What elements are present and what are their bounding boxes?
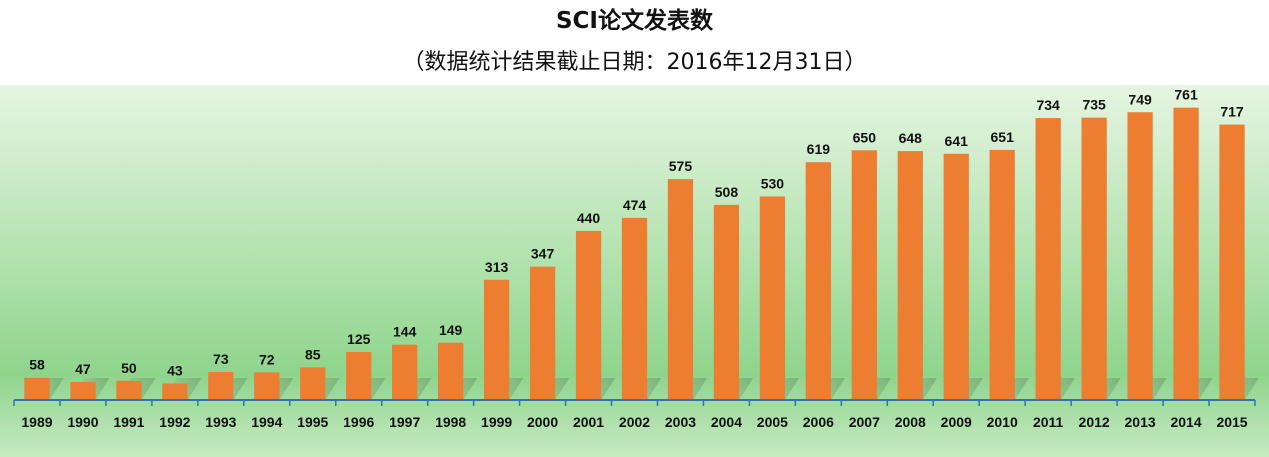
value-label-1996: 125 bbox=[347, 331, 371, 347]
x-tick-label-1998: 1998 bbox=[435, 414, 466, 430]
bar-chart: 58 47 50 43 73 72 85 125 144 149 313 347 440 474 575 50… bbox=[0, 85, 1269, 457]
value-label-2010: 651 bbox=[991, 129, 1015, 145]
x-tick-label-1994: 1994 bbox=[251, 414, 282, 430]
value-label-2007: 650 bbox=[853, 129, 877, 145]
x-tick-label-1997: 1997 bbox=[389, 414, 420, 430]
x-tick-label-1989: 1989 bbox=[21, 414, 52, 430]
x-tick-label-2015: 2015 bbox=[1216, 414, 1247, 430]
x-tick-label-2001: 2001 bbox=[573, 414, 604, 430]
value-label-2011: 734 bbox=[1036, 97, 1060, 113]
x-tick-label-2012: 2012 bbox=[1079, 414, 1110, 430]
value-label-1990: 47 bbox=[75, 361, 91, 377]
bar-2014 bbox=[1173, 107, 1199, 400]
x-tick-label-1991: 1991 bbox=[113, 414, 144, 430]
x-tick-label-1995: 1995 bbox=[297, 414, 328, 430]
bars bbox=[24, 107, 1245, 401]
value-label-2008: 648 bbox=[899, 130, 923, 146]
chart-subtitle: （数据统计结果截止日期：2016年12月31日） bbox=[402, 50, 867, 75]
bar-2013 bbox=[1127, 112, 1153, 400]
x-tick-label-2003: 2003 bbox=[665, 414, 696, 430]
bar-2010 bbox=[989, 149, 1015, 400]
x-tick-label-2010: 2010 bbox=[987, 414, 1018, 430]
value-label-2009: 641 bbox=[945, 133, 969, 149]
x-tick-label-2011: 2011 bbox=[1033, 414, 1064, 430]
value-label-1993: 73 bbox=[213, 351, 229, 367]
x-tick-label-2002: 2002 bbox=[619, 414, 650, 430]
x-tick-label-2005: 2005 bbox=[757, 414, 788, 430]
value-label-1991: 50 bbox=[121, 360, 137, 376]
bar-2002 bbox=[621, 217, 648, 400]
bar-1996 bbox=[346, 351, 372, 400]
x-tick-label-2007: 2007 bbox=[849, 414, 880, 430]
value-label-2005: 530 bbox=[761, 175, 785, 191]
x-axis-ticks bbox=[13, 400, 1256, 406]
x-tick-label-2013: 2013 bbox=[1125, 414, 1156, 430]
bar-2015 bbox=[1219, 124, 1245, 400]
bar-2006 bbox=[805, 162, 831, 400]
x-tick-label-2006: 2006 bbox=[803, 414, 834, 430]
value-label-2012: 735 bbox=[1082, 97, 1106, 113]
value-label-2006: 619 bbox=[807, 141, 831, 157]
bar-2000 bbox=[529, 266, 556, 400]
value-label-2004: 508 bbox=[715, 184, 739, 200]
chart-area: 58 47 50 43 73 72 85 125 144 149 313 347 440 474 575 50… bbox=[0, 85, 1269, 457]
value-label-2002: 474 bbox=[623, 197, 647, 213]
x-tick-label-2014: 2014 bbox=[1170, 414, 1201, 430]
value-label-1999: 313 bbox=[485, 259, 509, 275]
bar-2003 bbox=[667, 179, 694, 400]
x-tick-label-1999: 1999 bbox=[481, 414, 512, 430]
x-axis-tick-labels: 1989 1990 1991 1992 1993 1994 1995 1996 1997 1998… bbox=[21, 414, 1247, 430]
value-label-1992: 43 bbox=[167, 362, 183, 378]
bar-2005 bbox=[759, 196, 786, 400]
x-tick-label-2009: 2009 bbox=[941, 414, 972, 430]
bar-1989 bbox=[24, 377, 50, 400]
value-label-2013: 749 bbox=[1128, 91, 1152, 107]
bar-2012 bbox=[1081, 117, 1107, 401]
x-tick-label-1993: 1993 bbox=[205, 414, 236, 430]
chart-title: SCI论文发表数 bbox=[555, 8, 713, 34]
value-label-1997: 144 bbox=[393, 324, 417, 340]
bar-1995 bbox=[300, 367, 326, 400]
value-label-1989: 58 bbox=[29, 357, 45, 373]
value-label-2015: 717 bbox=[1220, 104, 1244, 120]
value-label-1994: 72 bbox=[259, 351, 275, 367]
value-label-2001: 440 bbox=[577, 210, 601, 226]
value-labels: 58 47 50 43 73 72 85 125 144 149 313 347 440 474 575 50… bbox=[29, 87, 1244, 379]
bar-2007 bbox=[851, 150, 877, 400]
x-tick-label-2004: 2004 bbox=[711, 414, 742, 430]
x-tick-label-2008: 2008 bbox=[895, 414, 926, 430]
value-label-2014: 761 bbox=[1174, 87, 1198, 103]
x-tick-label-1990: 1990 bbox=[67, 414, 98, 430]
bar-1999 bbox=[483, 279, 510, 400]
x-tick-label-1992: 1992 bbox=[159, 414, 190, 430]
bar-1998 bbox=[438, 342, 464, 400]
x-tick-label-2000: 2000 bbox=[527, 414, 558, 430]
bar-2011 bbox=[1035, 118, 1061, 400]
bar-1993 bbox=[208, 371, 234, 400]
bar-2009 bbox=[943, 153, 969, 400]
x-tick-label-1996: 1996 bbox=[343, 414, 374, 430]
bar-2008 bbox=[897, 151, 923, 400]
bar-1997 bbox=[392, 344, 418, 400]
bar-1991 bbox=[116, 380, 142, 400]
bar-1994 bbox=[254, 372, 280, 400]
bar-2004 bbox=[713, 204, 740, 400]
bar-2001 bbox=[575, 230, 602, 400]
value-label-2000: 347 bbox=[531, 246, 555, 262]
value-label-2003: 575 bbox=[669, 158, 693, 174]
value-label-1995: 85 bbox=[305, 346, 321, 362]
value-label-1998: 149 bbox=[439, 322, 463, 338]
bar-1992 bbox=[162, 383, 188, 400]
bar-1990 bbox=[70, 381, 96, 400]
